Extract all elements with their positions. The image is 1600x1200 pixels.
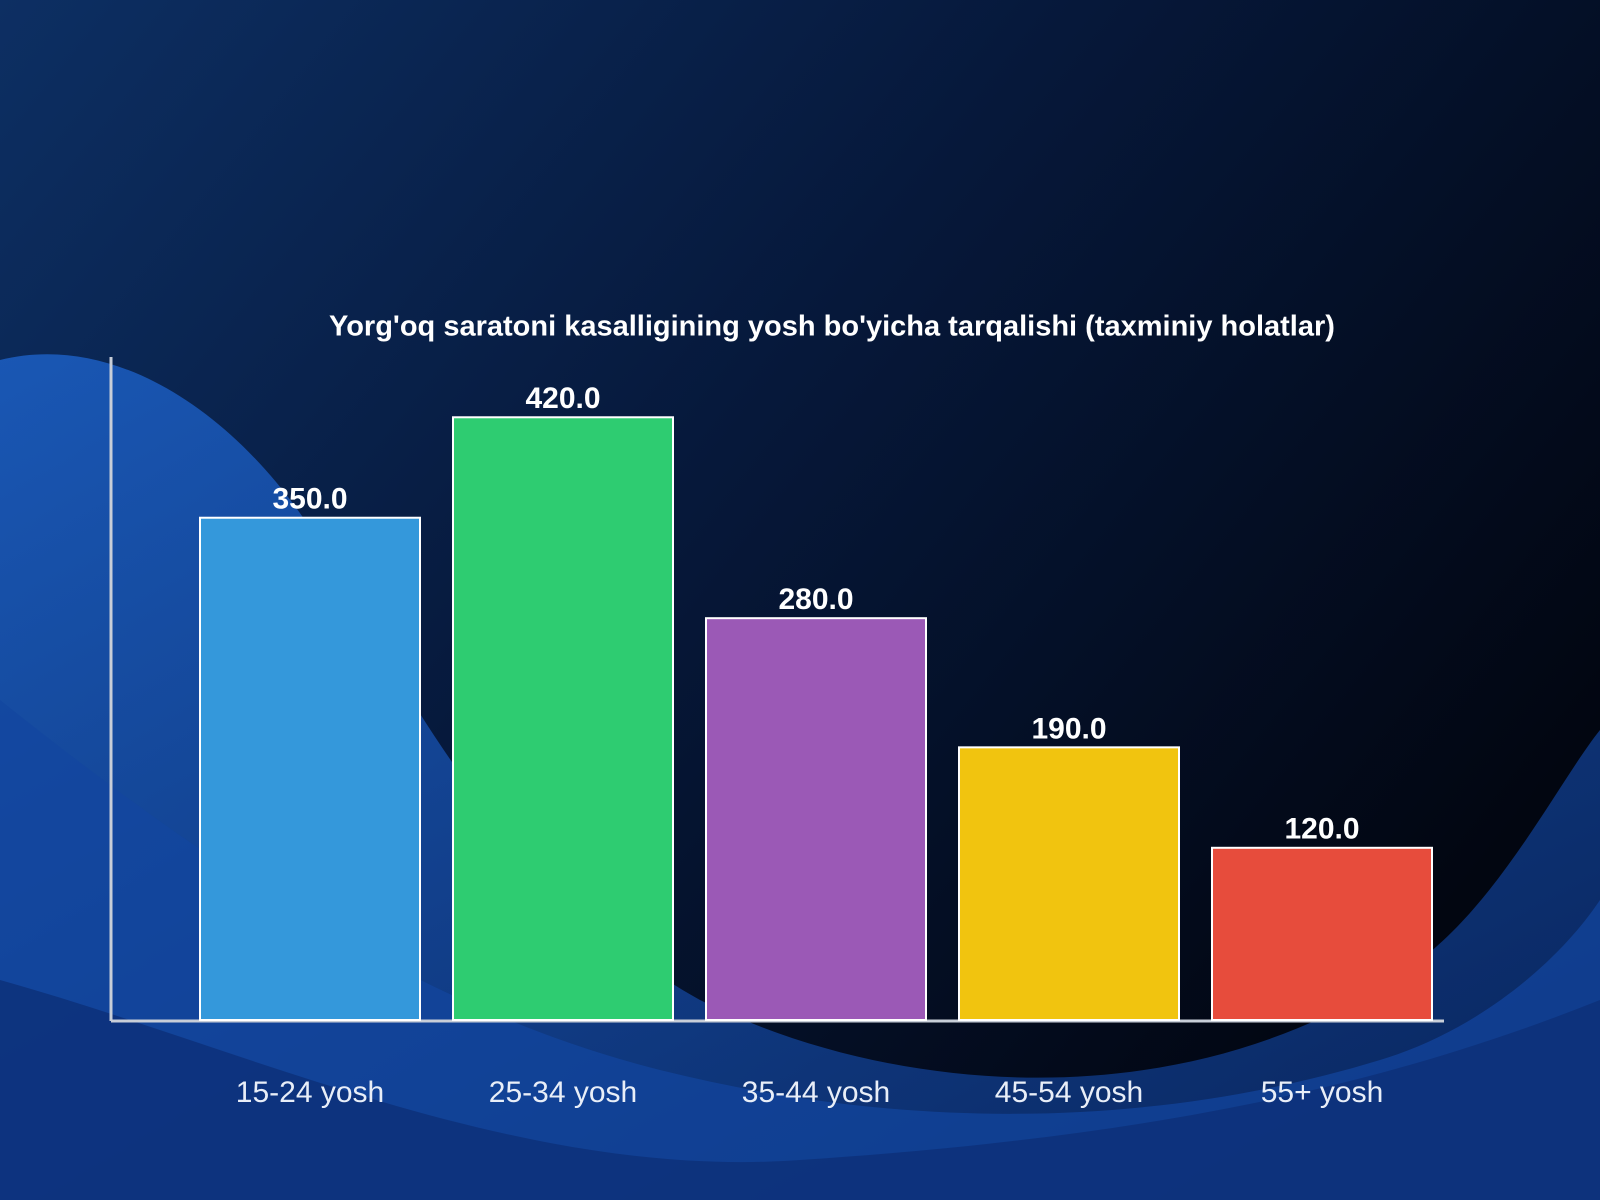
x-tick-label: 35-44 yosh <box>742 1076 890 1109</box>
value-label: 120.0 <box>1284 813 1359 846</box>
value-label: 350.0 <box>272 483 347 516</box>
chart-title: Yorg'oq saratoni kasalligining yosh bo'y… <box>329 311 1335 343</box>
x-tick-label: 45-54 yosh <box>995 1076 1143 1109</box>
value-label: 190.0 <box>1031 712 1106 745</box>
bar <box>1211 846 1433 1022</box>
bar <box>199 516 421 1022</box>
bar <box>452 416 674 1022</box>
x-tick-label: 15-24 yosh <box>236 1076 384 1109</box>
value-label: 420.0 <box>525 382 600 415</box>
value-label: 280.0 <box>778 583 853 616</box>
bar <box>705 617 927 1021</box>
bar <box>958 746 1180 1021</box>
x-tick-label: 25-34 yosh <box>489 1076 637 1109</box>
background-wave <box>0 700 1600 1200</box>
x-tick-label: 55+ yosh <box>1261 1076 1384 1109</box>
background-wave <box>0 980 1600 1200</box>
